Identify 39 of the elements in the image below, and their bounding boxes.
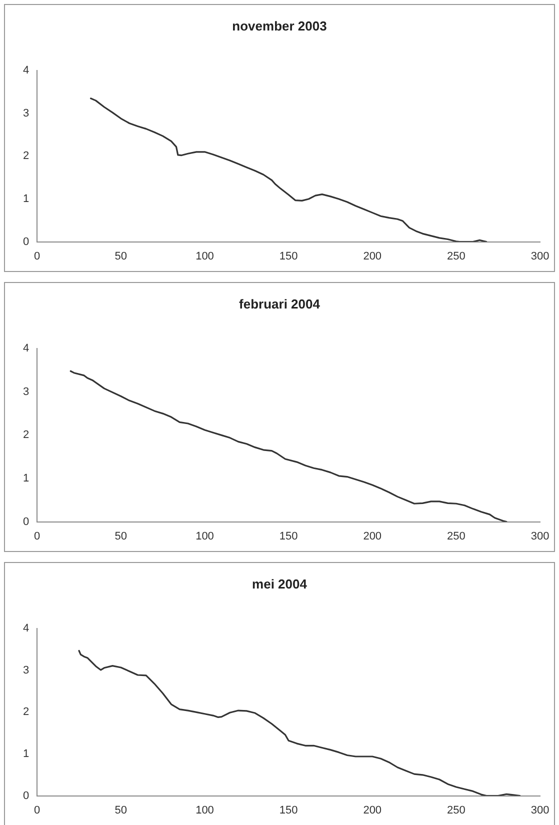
chart-title: mei 2004 — [252, 576, 308, 592]
x-tick-label: 250 — [447, 804, 466, 816]
y-tick-label: 0 — [22, 790, 30, 802]
x-tick-label: 200 — [363, 250, 382, 262]
x-tick-label: 300 — [530, 804, 550, 816]
chart-title: februari 2004 — [239, 296, 321, 312]
x-tick-label: 300 — [530, 250, 550, 262]
x-tick-label: 0 — [34, 250, 40, 262]
y-tick-label: 2 — [22, 150, 30, 162]
x-tick-label: 250 — [447, 250, 466, 262]
x-tick-label: 50 — [114, 250, 128, 262]
y-tick-label: 1 — [22, 193, 30, 206]
x-tick-label: 150 — [279, 530, 298, 542]
x-tick-label: 200 — [363, 530, 382, 542]
x-tick-label: 250 — [447, 530, 466, 542]
y-tick-label: 3 — [22, 664, 30, 676]
y-tick-label: 3 — [22, 107, 30, 120]
x-tick-label: 0 — [34, 530, 40, 542]
x-tick-label: 50 — [114, 804, 128, 816]
y-tick-label: 2 — [22, 429, 30, 442]
y-tick-label: 4 — [22, 342, 30, 355]
y-tick-label: 4 — [22, 622, 30, 635]
y-tick-label: 0 — [22, 236, 30, 248]
x-tick-label: 200 — [363, 804, 382, 816]
y-tick-label: 3 — [22, 386, 30, 398]
y-tick-label: 1 — [22, 472, 30, 485]
y-tick-label: 0 — [22, 516, 30, 528]
x-tick-label: 300 — [530, 530, 550, 542]
y-tick-label: 1 — [22, 748, 30, 760]
x-tick-label: 100 — [196, 804, 214, 816]
x-tick-label: 100 — [196, 530, 214, 542]
x-tick-label: 100 — [196, 250, 214, 262]
x-tick-label: 150 — [279, 250, 298, 262]
chart-title: november 2003 — [232, 18, 327, 34]
y-tick-label: 4 — [22, 64, 30, 77]
x-tick-label: 50 — [114, 530, 128, 542]
x-tick-label: 0 — [34, 804, 40, 816]
x-tick-label: 150 — [279, 804, 298, 816]
y-tick-label: 2 — [22, 706, 30, 718]
